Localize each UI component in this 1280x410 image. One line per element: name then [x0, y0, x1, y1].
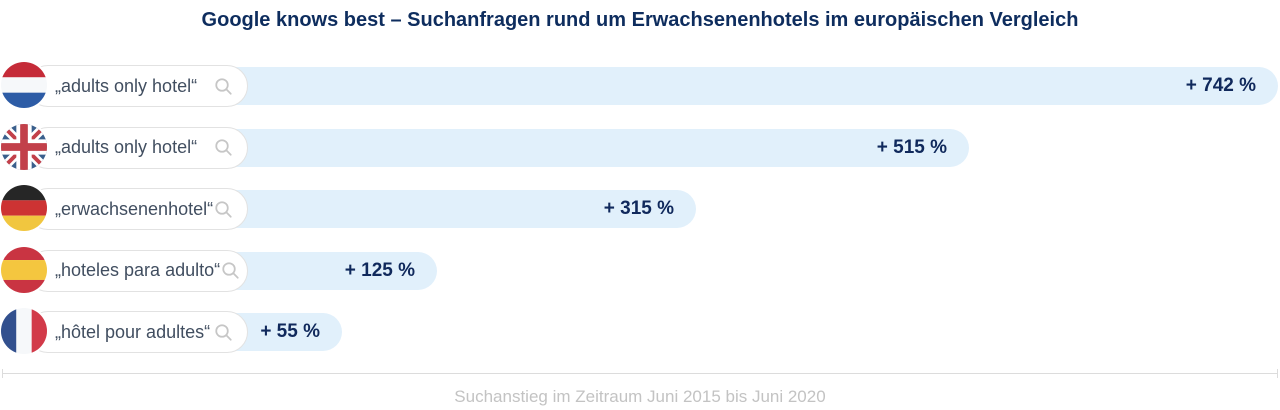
chart-title: Google knows best – Suchanfragen rund um…: [201, 9, 1079, 31]
bar-value-label: + 515 %: [876, 136, 947, 158]
search-query-text: „erwachsenenhotel“: [55, 198, 214, 219]
search-box: „adults only hotel“: [27, 65, 248, 107]
chart-row-france: + 55 % „hôtel pour adultes“: [0, 303, 1280, 365]
axis-baseline: [2, 369, 1278, 378]
chart-row-germany: + 315 % „erwachsenenhotel“: [0, 180, 1280, 242]
search-box: „hoteles para adulto“: [27, 249, 248, 292]
france-flag-icon: [1, 308, 47, 354]
search-query-text: „adults only hotel“: [55, 75, 198, 96]
search-icon: [213, 137, 234, 158]
search-icon: [220, 260, 241, 281]
bar-value-label: + 315 %: [603, 198, 674, 219]
search-box: „erwachsenenhotel“: [27, 188, 248, 230]
search-box: „adults only hotel“: [27, 126, 248, 169]
netherlands-flag-icon: [1, 62, 47, 108]
search-icon: [213, 322, 234, 343]
bar-chart: + 742 % „adults only hotel“ + 515 % „adu…: [0, 57, 1280, 365]
chart-row-uk: + 515 % „adults only hotel“: [0, 119, 1280, 181]
chart-row-netherlands: + 742 % „adults only hotel“: [0, 57, 1280, 119]
bar-value-label: + 55 %: [260, 321, 320, 342]
uk-flag-icon: [1, 123, 47, 170]
search-icon: [213, 199, 234, 220]
germany-flag-icon: [1, 185, 47, 231]
bar-value-label: + 742 %: [1185, 75, 1256, 96]
spain-flag-icon: [1, 246, 47, 293]
bar-value-label: + 125 %: [344, 259, 415, 281]
chart-row-spain: + 125 % „hoteles para adulto“: [0, 242, 1280, 304]
chart-caption: Suchanstieg im Zeitraum Juni 2015 bis Ju…: [454, 387, 826, 406]
search-query-text: „hoteles para adulto“: [55, 260, 221, 280]
search-query-text: „adults only hotel“: [55, 137, 198, 157]
search-box: „hôtel pour adultes“: [27, 311, 248, 353]
search-icon: [213, 76, 234, 97]
search-query-text: „hôtel pour adultes“: [55, 321, 211, 342]
